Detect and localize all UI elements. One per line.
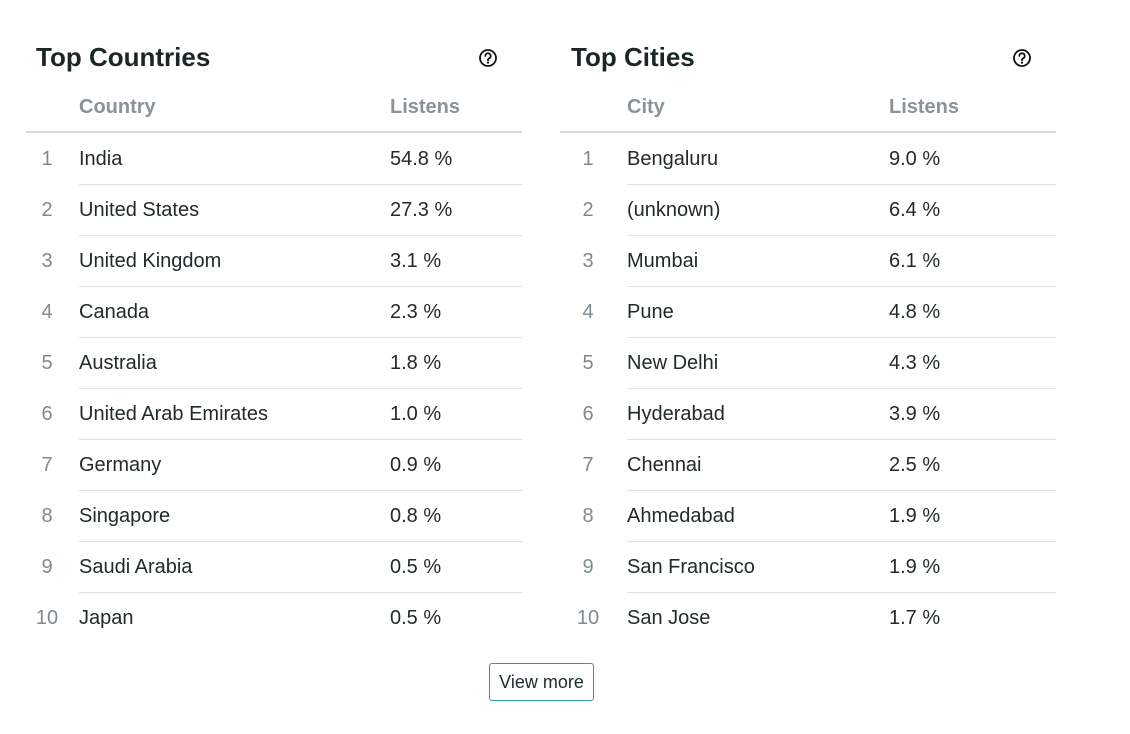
column-header: Listens [889,96,960,118]
row-name: United Arab Emirates [79,403,268,425]
row-listens: 2.3 % [390,301,442,323]
header-divider [560,131,1056,133]
row-rank: 5 [582,352,594,374]
row-divider [79,286,522,287]
row-name: San Jose [627,607,711,629]
view-more-button[interactable]: View more [489,663,594,701]
row-name: Hyderabad [627,403,725,425]
row-listens: 4.8 % [889,301,941,323]
row-name: India [79,148,123,170]
row-name: United Kingdom [79,250,222,272]
row-name: New Delhi [627,352,719,374]
row-divider [627,439,1056,440]
panel-title: Top Cities [571,42,695,72]
row-divider [627,388,1056,389]
row-name: (unknown) [627,199,721,221]
row-name: Chennai [627,454,702,476]
row-listens: 1.9 % [889,556,941,578]
row-name: Saudi Arabia [79,556,193,578]
row-rank: 2 [582,199,594,221]
row-rank: 2 [41,199,53,221]
row-rank: 3 [41,250,53,272]
column-header: Listens [390,96,461,118]
row-divider [627,286,1056,287]
help-icon[interactable] [1012,48,1032,68]
row-divider [79,388,522,389]
row-divider [627,592,1056,593]
row-listens: 2.5 % [889,454,941,476]
row-divider [79,592,522,593]
row-listens: 1.0 % [390,403,442,425]
row-name: Bengaluru [627,148,719,170]
row-rank: 7 [582,454,594,476]
row-listens: 1.8 % [390,352,442,374]
row-rank: 9 [41,556,53,578]
row-listens: 3.9 % [889,403,941,425]
row-name: Singapore [79,505,171,527]
row-name: Ahmedabad [627,505,735,527]
row-rank: 10 [35,607,59,629]
row-divider [627,541,1056,542]
row-divider [79,184,522,185]
row-divider [79,439,522,440]
row-name: United States [79,199,200,221]
row-listens: 54.8 % [390,148,453,170]
row-name: Germany [79,454,162,476]
row-name: Japan [79,607,134,629]
row-rank: 3 [582,250,594,272]
row-rank: 6 [582,403,594,425]
row-divider [79,490,522,491]
row-rank: 10 [576,607,600,629]
row-name: Pune [627,301,674,323]
row-name: Canada [79,301,150,323]
row-rank: 9 [582,556,594,578]
panel-title: Top Countries [36,42,211,72]
row-rank: 4 [41,301,53,323]
row-divider [627,235,1056,236]
row-name: Mumbai [627,250,699,272]
row-divider [79,337,522,338]
row-listens: 27.3 % [390,199,453,221]
row-listens: 0.5 % [390,556,442,578]
row-rank: 7 [41,454,53,476]
row-listens: 0.9 % [390,454,442,476]
row-divider [79,541,522,542]
row-rank: 6 [41,403,53,425]
row-rank: 5 [41,352,53,374]
help-glyph [479,49,497,67]
help-icon[interactable] [478,48,498,68]
row-listens: 1.7 % [889,607,941,629]
row-divider [79,235,522,236]
row-listens: 6.1 % [889,250,941,272]
row-listens: 9.0 % [889,148,941,170]
row-listens: 6.4 % [889,199,941,221]
row-divider [627,337,1056,338]
row-divider [627,184,1056,185]
row-divider [627,490,1056,491]
row-rank: 1 [582,148,594,170]
row-rank: 1 [41,148,53,170]
row-rank: 8 [582,505,594,527]
column-header: Country [79,96,156,118]
row-listens: 4.3 % [889,352,941,374]
row-listens: 0.8 % [390,505,442,527]
header-divider [26,131,522,133]
help-glyph [1013,49,1031,67]
row-name: Australia [79,352,157,374]
row-listens: 3.1 % [390,250,442,272]
row-name: San Francisco [627,556,755,578]
row-rank: 4 [582,301,594,323]
row-rank: 8 [41,505,53,527]
row-listens: 1.9 % [889,505,941,527]
column-header: City [627,96,665,118]
row-listens: 0.5 % [390,607,442,629]
